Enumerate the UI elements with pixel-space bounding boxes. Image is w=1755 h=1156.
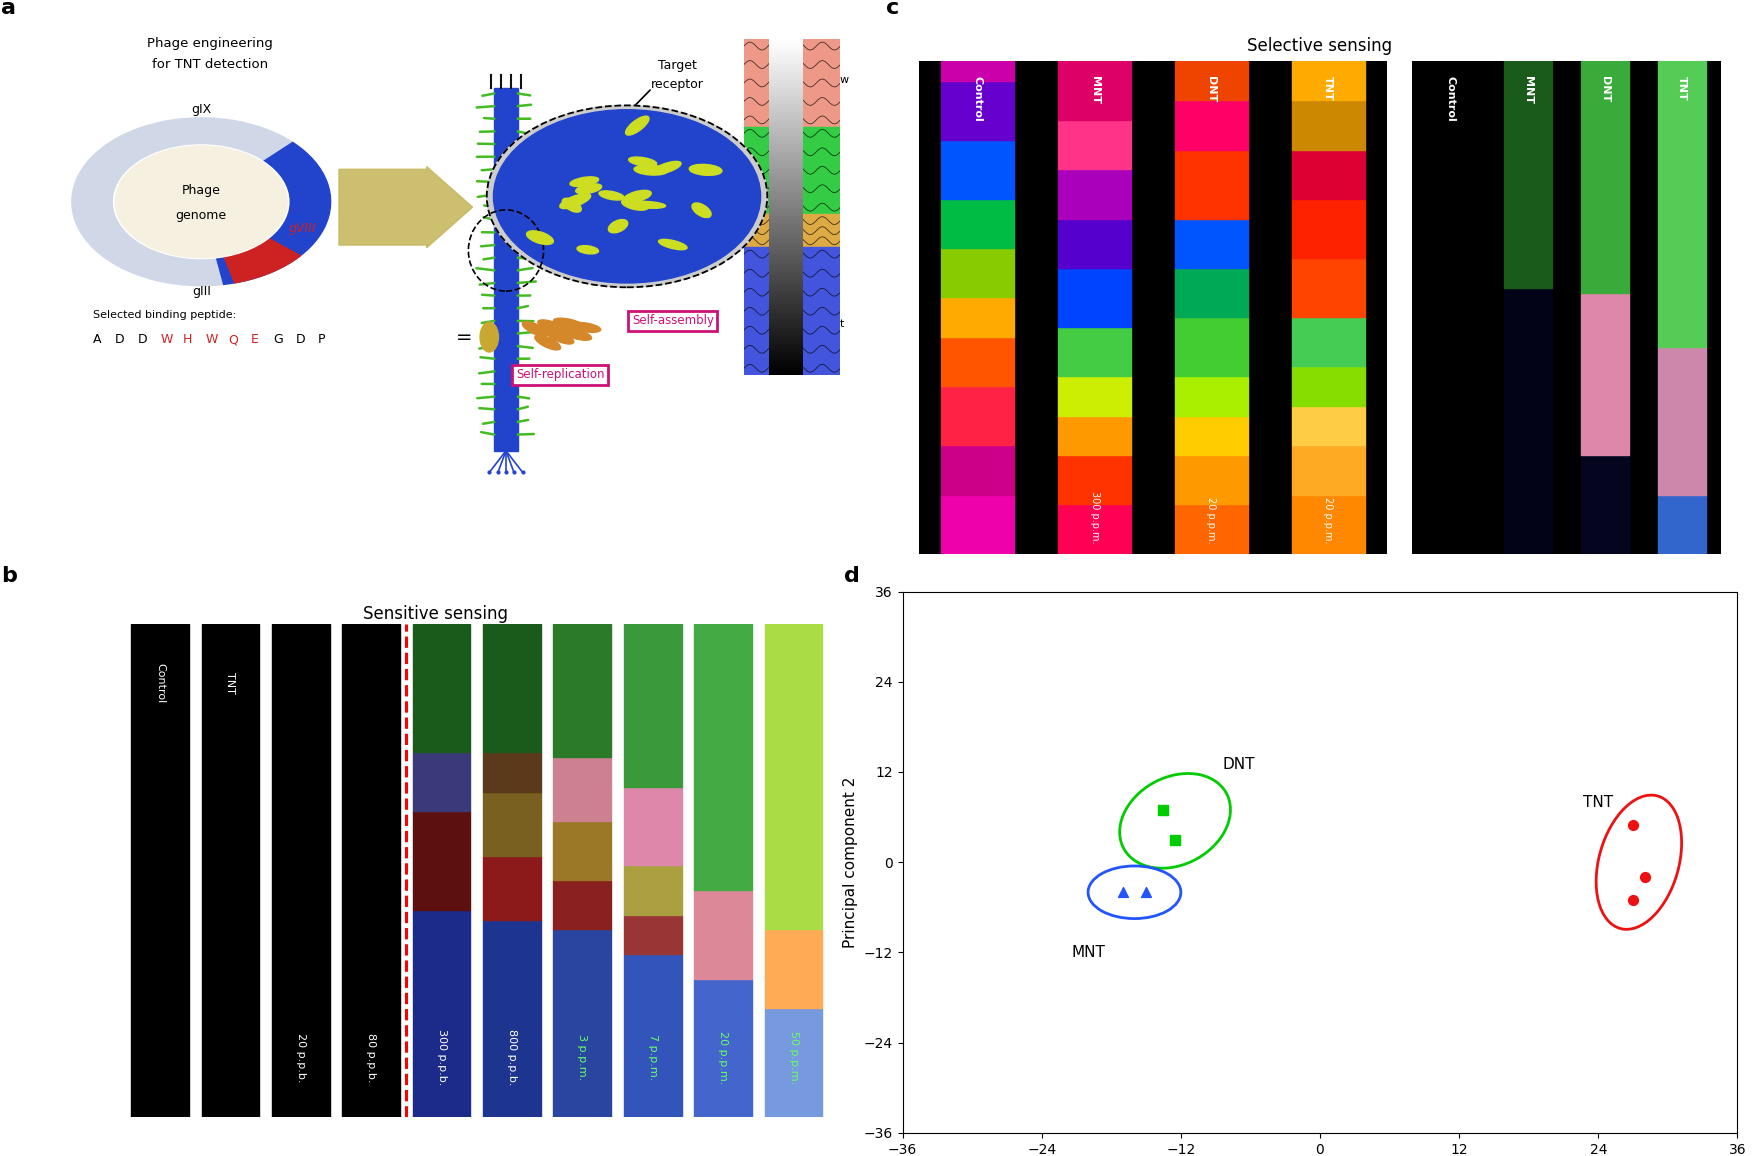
Text: receptor: receptor	[651, 77, 704, 91]
Ellipse shape	[553, 318, 584, 329]
Ellipse shape	[562, 328, 591, 340]
Bar	[495, 88, 518, 451]
Ellipse shape	[634, 165, 667, 175]
Text: D: D	[295, 333, 305, 347]
Text: gIII: gIII	[191, 284, 211, 297]
Ellipse shape	[481, 323, 498, 351]
Ellipse shape	[625, 116, 649, 135]
Ellipse shape	[691, 203, 711, 217]
Point	[1109, 883, 1137, 902]
Point	[1150, 800, 1178, 818]
Ellipse shape	[535, 335, 560, 350]
Ellipse shape	[548, 331, 574, 344]
Text: Pulling
speed: Pulling speed	[767, 191, 804, 213]
Wedge shape	[225, 238, 300, 283]
Text: P: P	[318, 333, 326, 347]
Text: Sensitive sensing: Sensitive sensing	[363, 605, 507, 623]
Text: Self-replication: Self-replication	[516, 369, 604, 381]
Text: D: D	[139, 333, 147, 347]
Text: gVIII: gVIII	[290, 222, 316, 236]
Text: genome: genome	[176, 209, 226, 222]
Point	[1620, 890, 1648, 909]
Ellipse shape	[653, 162, 681, 175]
Ellipse shape	[523, 321, 548, 336]
Point	[1630, 868, 1658, 887]
Text: E: E	[251, 333, 258, 347]
Text: A: A	[93, 333, 102, 347]
Point	[1132, 883, 1160, 902]
Ellipse shape	[576, 184, 602, 194]
Text: =: =	[456, 327, 472, 347]
Circle shape	[114, 144, 290, 259]
Text: d: d	[844, 566, 860, 586]
Ellipse shape	[630, 201, 665, 208]
Point	[1620, 815, 1648, 833]
Circle shape	[486, 105, 767, 288]
Wedge shape	[216, 142, 330, 284]
Ellipse shape	[621, 199, 649, 210]
Ellipse shape	[658, 239, 688, 250]
Ellipse shape	[570, 177, 598, 186]
Ellipse shape	[560, 193, 591, 208]
Text: Fast: Fast	[823, 319, 846, 328]
Ellipse shape	[537, 320, 567, 333]
Text: for TNT detection: for TNT detection	[151, 58, 269, 72]
Ellipse shape	[690, 164, 721, 176]
Ellipse shape	[598, 191, 625, 200]
Ellipse shape	[577, 245, 598, 254]
Text: a: a	[0, 0, 16, 17]
Text: gIX: gIX	[191, 103, 211, 117]
Text: Selected binding peptide:: Selected binding peptide:	[93, 311, 235, 320]
Text: Self-assembly: Self-assembly	[632, 314, 714, 327]
Circle shape	[116, 146, 288, 258]
Ellipse shape	[609, 220, 628, 232]
Text: G: G	[274, 333, 283, 347]
Circle shape	[493, 110, 760, 283]
FancyArrow shape	[339, 166, 472, 247]
Text: H: H	[183, 333, 193, 347]
Text: W: W	[160, 333, 172, 347]
Text: W: W	[205, 333, 218, 347]
Text: MNT: MNT	[1071, 944, 1106, 959]
Ellipse shape	[562, 198, 581, 213]
Ellipse shape	[526, 231, 553, 244]
Point	[1162, 830, 1190, 849]
Text: Target: Target	[658, 59, 697, 72]
Text: Phage: Phage	[183, 185, 221, 198]
Ellipse shape	[570, 323, 600, 332]
Ellipse shape	[623, 191, 651, 202]
Text: Q: Q	[228, 333, 239, 347]
Text: Selective sensing: Selective sensing	[1248, 37, 1392, 54]
Y-axis label: Principal component 2: Principal component 2	[842, 777, 858, 948]
Text: Phage engineering: Phage engineering	[147, 37, 272, 50]
Text: b: b	[0, 566, 18, 586]
Text: DNT: DNT	[1223, 757, 1255, 772]
Text: D: D	[116, 333, 125, 347]
Text: Slow: Slow	[823, 75, 849, 84]
Text: c: c	[886, 0, 899, 17]
Wedge shape	[72, 118, 293, 286]
Text: TNT: TNT	[1583, 794, 1613, 809]
Ellipse shape	[628, 157, 656, 166]
